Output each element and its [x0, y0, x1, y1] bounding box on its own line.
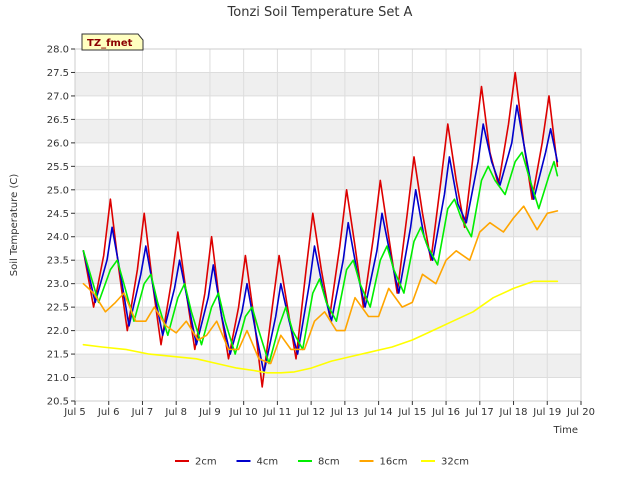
x-tick-label: Jul 8 [164, 407, 187, 418]
y-tick-label: 24.0 [47, 232, 69, 243]
y-tick-label: 28.0 [47, 45, 69, 56]
y-tick-label: 20.5 [47, 397, 69, 408]
y-tick-label: 27.5 [47, 68, 69, 79]
legend-label-4cm: 4cm [257, 457, 279, 468]
background-band [75, 236, 581, 261]
site-tag: TZ_fmet [81, 33, 144, 51]
x-axis-label: Time [553, 425, 578, 436]
background-band [75, 142, 581, 167]
y-tick-label: 25.0 [47, 185, 69, 196]
background-band [75, 330, 581, 355]
series-lines [82, 71, 559, 388]
background-band [75, 354, 581, 378]
y-tick-label: 22.0 [47, 326, 69, 337]
x-tick-label: Jul 17 [465, 407, 494, 418]
y-axis-ticks: 20.5 21.0 21.5 22.0 22.5 23.0 23.5 24.0 24.5 25.0… [47, 45, 75, 408]
x-tick-label: Jul 19 [532, 407, 561, 418]
background-band [75, 260, 581, 284]
legend-label-8cm: 8cm [318, 457, 340, 468]
y-tick-label: 21.5 [47, 350, 69, 361]
legend-label-16cm: 16cm [380, 457, 408, 468]
background-band [75, 166, 581, 190]
x-tick-label: Jul 20 [566, 407, 595, 418]
background-band [75, 377, 581, 401]
series-line-16cm [82, 205, 559, 365]
legend-label-2cm: 2cm [195, 457, 217, 468]
y-tick-label: 21.0 [47, 373, 69, 384]
background-band [75, 72, 581, 96]
legend-label-32cm: 32cm [441, 457, 469, 468]
y-tick-label: 26.0 [47, 138, 69, 149]
x-tick-label: Jul 7 [131, 407, 154, 418]
y-tick-label: 23.0 [47, 279, 69, 290]
x-axis-ticks: Jul 5 Jul 6 Jul 7 Jul 8 Jul 9 Jul 10 Jul 11 Jul… [63, 401, 595, 418]
x-tick-label: Jul 14 [364, 407, 393, 418]
y-tick-label: 27.0 [47, 91, 69, 102]
y-tick-label: 23.5 [47, 256, 69, 267]
legend: 2cm 4cm 8cm 16cm 32cm [175, 457, 469, 468]
plot-frame [74, 48, 582, 402]
y-tick-label: 24.5 [47, 209, 69, 220]
x-tick-label: Jul 15 [397, 407, 426, 418]
background-band [75, 49, 581, 73]
y-tick-label: 26.5 [47, 115, 69, 126]
x-tick-label: Jul 18 [499, 407, 528, 418]
x-tick-label: Jul 11 [262, 407, 291, 418]
chart-title: Tonzi Soil Temperature Set A [227, 5, 413, 20]
site-tag-label: TZ_fmet [87, 38, 133, 49]
y-axis-label: Soil Temperature (C) [9, 174, 20, 277]
site-tag-box [81, 33, 144, 51]
x-tick-label: Jul 9 [198, 407, 221, 418]
x-tick-label: Jul 12 [296, 407, 325, 418]
background-band [75, 189, 581, 214]
background-band [75, 95, 581, 120]
series-line-8cm [82, 151, 559, 365]
background-band [75, 119, 581, 143]
background-band [75, 213, 581, 237]
background-band [75, 283, 581, 308]
x-tick-label: Jul 10 [229, 407, 258, 418]
x-tick-label: Jul 16 [431, 407, 460, 418]
y-tick-label: 25.5 [47, 162, 69, 173]
x-tick-label: Jul 6 [97, 407, 120, 418]
x-tick-label: Jul 5 [63, 407, 86, 418]
plot-background-bands [75, 49, 581, 401]
series-line-32cm [82, 280, 559, 374]
x-tick-label: Jul 13 [330, 407, 359, 418]
y-tick-label: 22.5 [47, 303, 69, 314]
